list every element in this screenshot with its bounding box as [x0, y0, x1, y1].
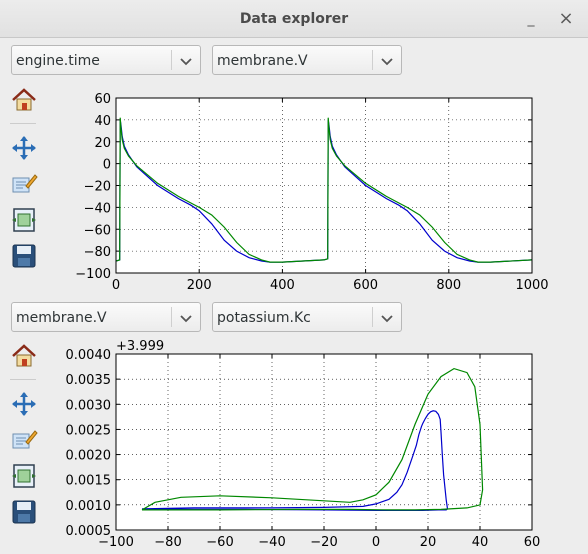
toolbar-separator — [10, 379, 36, 380]
x-tick-label: 40 — [472, 535, 489, 550]
home-button-1[interactable] — [10, 86, 38, 114]
time-voltage-plot[interactable]: 0 200 400 600 800 1000 −100 −80 −60 −40 −20 0 20 40 60 — [60, 88, 580, 298]
chevron-down-icon — [178, 310, 194, 326]
subplots-button-2[interactable] — [10, 462, 38, 490]
edit-axis-icon — [10, 170, 38, 198]
close-button[interactable]: × — [557, 10, 575, 28]
y-tick-label: 0.0015 — [66, 474, 112, 489]
y-variable-value-1: membrane.V — [217, 53, 308, 69]
x-variable-select-1[interactable]: engine.time — [11, 45, 201, 75]
y-tick-label: −60 — [84, 223, 111, 238]
pan-button-1[interactable] — [10, 134, 38, 162]
y-variable-select-1[interactable]: membrane.V — [212, 45, 402, 75]
y-tick-label: 40 — [94, 114, 111, 129]
combo-separator — [171, 50, 172, 70]
y-tick-label: 0.0020 — [66, 449, 112, 464]
subplots-icon — [10, 206, 38, 234]
x-tick-label: 0 — [112, 278, 120, 293]
combo-separator — [372, 307, 373, 327]
pan-button-2[interactable] — [10, 390, 38, 418]
chevron-down-icon — [178, 53, 194, 69]
title-bar: Data explorer _ × — [0, 0, 588, 38]
y-tick-label: 0.0030 — [66, 398, 112, 413]
y-tick-label: −40 — [84, 201, 111, 216]
home-icon — [10, 86, 38, 114]
x-variable-value-1: engine.time — [16, 53, 100, 69]
x-tick-label: 200 — [187, 278, 212, 293]
save-button-2[interactable] — [10, 498, 38, 526]
edit-axis-button-2[interactable] — [10, 426, 38, 454]
edit-axis-button-1[interactable] — [10, 170, 38, 198]
chevron-down-icon — [379, 53, 395, 69]
save-icon — [10, 498, 38, 526]
y-tick-label: 0.0010 — [66, 499, 112, 514]
x-tick-label: −20 — [310, 535, 337, 550]
x-tick-label: 600 — [353, 278, 378, 293]
y-tick-label: −100 — [75, 267, 111, 282]
edit-axis-icon — [10, 426, 38, 454]
y-tick-label: −20 — [84, 180, 111, 195]
y-tick-label: 0.0040 — [66, 348, 112, 363]
save-icon — [10, 242, 38, 270]
combo-separator — [372, 50, 373, 70]
subplots-button-1[interactable] — [10, 206, 38, 234]
y-tick-label: 0 — [103, 158, 111, 173]
x-tick-label: 0 — [372, 535, 380, 550]
toolbar-separator — [10, 123, 36, 124]
x-tick-label: 1000 — [515, 278, 548, 293]
y-tick-label: 0.0005 — [66, 524, 112, 539]
minimize-button[interactable]: _ — [522, 10, 540, 28]
x-tick-label: 800 — [436, 278, 461, 293]
y-offset-label: +3.999 — [116, 340, 164, 354]
combo-separator — [171, 307, 172, 327]
x-tick-label: 20 — [420, 535, 437, 550]
home-button-2[interactable] — [10, 342, 38, 370]
subplots-icon — [10, 462, 38, 490]
y-tick-label: 20 — [94, 136, 111, 151]
y-tick-label: −80 — [84, 245, 111, 260]
pan-icon — [10, 390, 38, 418]
chevron-down-icon — [379, 310, 395, 326]
x-variable-select-2[interactable]: membrane.V — [11, 302, 201, 332]
x-tick-label: −40 — [258, 535, 285, 550]
pan-icon — [10, 134, 38, 162]
x-tick-label: −60 — [206, 535, 233, 550]
x-tick-label: 60 — [524, 535, 541, 550]
y-variable-select-2[interactable]: potassium.Kc — [212, 302, 402, 332]
y-tick-label: 0.0035 — [66, 373, 112, 388]
y-tick-label: 0.0025 — [66, 423, 112, 438]
voltage-potassium-plot[interactable]: −100 −80 −60 −40 −20 0 20 40 600.00050.00100.001… — [60, 340, 580, 552]
save-button-1[interactable] — [10, 242, 38, 270]
window-title: Data explorer — [0, 11, 588, 27]
x-tick-label: 400 — [270, 278, 295, 293]
x-tick-label: −80 — [154, 535, 181, 550]
y-tick-label: 60 — [94, 92, 111, 107]
home-icon — [10, 342, 38, 370]
x-variable-value-2: membrane.V — [16, 310, 107, 326]
y-variable-value-2: potassium.Kc — [217, 310, 311, 326]
